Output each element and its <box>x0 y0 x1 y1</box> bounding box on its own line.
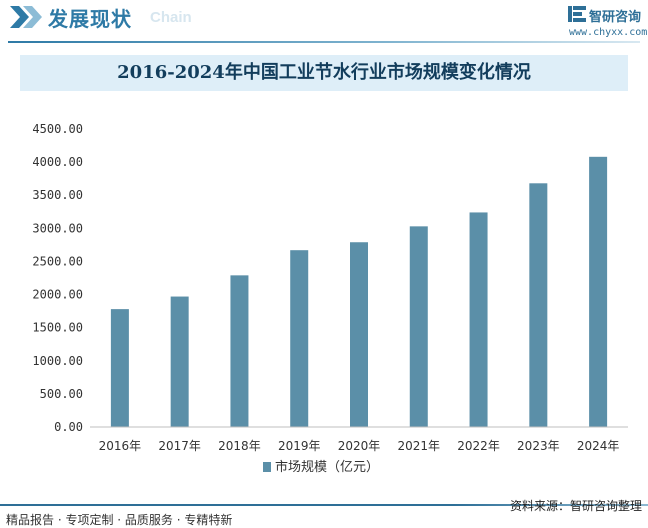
bar-2022年 <box>469 212 488 427</box>
x-tick-label: 2023年 <box>517 439 560 453</box>
y-tick-label: 2000.00 <box>32 288 83 302</box>
bar-2017年 <box>170 296 189 427</box>
x-tick-label: 2020年 <box>338 439 381 453</box>
x-tick-label: 2022年 <box>457 439 500 453</box>
x-tick-label: 2017年 <box>158 439 201 453</box>
legend-swatch <box>263 462 271 472</box>
header: 发展现状 Chain 智研咨询 www.chyxx.com <box>0 0 648 38</box>
bar-2016年 <box>110 309 129 427</box>
bar-2018年 <box>230 275 249 427</box>
bar-2023年 <box>529 183 548 427</box>
y-tick-label: 4500.00 <box>32 122 83 136</box>
brand-name: 智研咨询 <box>589 10 642 25</box>
title-band <box>20 55 628 91</box>
y-tick-label: 4000.00 <box>32 155 83 169</box>
brand-logo-icon <box>568 6 586 22</box>
y-tick-label: 500.00 <box>40 387 83 401</box>
x-tick-label: 2019年 <box>278 439 321 453</box>
bar-2019年 <box>290 250 309 427</box>
bar-2020年 <box>350 242 368 427</box>
x-tick-label: 2016年 <box>99 439 142 453</box>
section-title: 发展现状 <box>48 7 132 31</box>
y-tick-label: 1500.00 <box>32 321 83 335</box>
legend-label: 市场规模（亿元） <box>275 459 379 475</box>
section-subtitle: Chain <box>150 9 192 26</box>
y-tick-label: 2500.00 <box>32 254 83 268</box>
footer-divider <box>0 504 648 506</box>
y-tick-label: 3000.00 <box>32 221 83 235</box>
header-divider <box>8 41 640 43</box>
brand-url: www.chyxx.com <box>569 27 648 38</box>
y-tick-label: 1000.00 <box>32 354 83 368</box>
y-tick-label: 3500.00 <box>32 188 83 202</box>
source-note: 资料来源：智研咨询整理 <box>509 499 642 513</box>
footer-services: 精品报告 · 专项定制 · 品质服务 · 专精特新 <box>6 513 233 527</box>
double-chevron-icon <box>10 6 42 28</box>
bar-2021年 <box>409 226 428 427</box>
x-tick-label: 2021年 <box>398 439 441 453</box>
x-tick-label: 2024年 <box>577 439 620 453</box>
chart-title: 2016-2024年中国工业节水行业市场规模变化情况 <box>117 62 531 83</box>
x-tick-label: 2018年 <box>218 439 261 453</box>
y-tick-label: 0.00 <box>54 420 83 434</box>
bar-2024年 <box>589 156 608 427</box>
